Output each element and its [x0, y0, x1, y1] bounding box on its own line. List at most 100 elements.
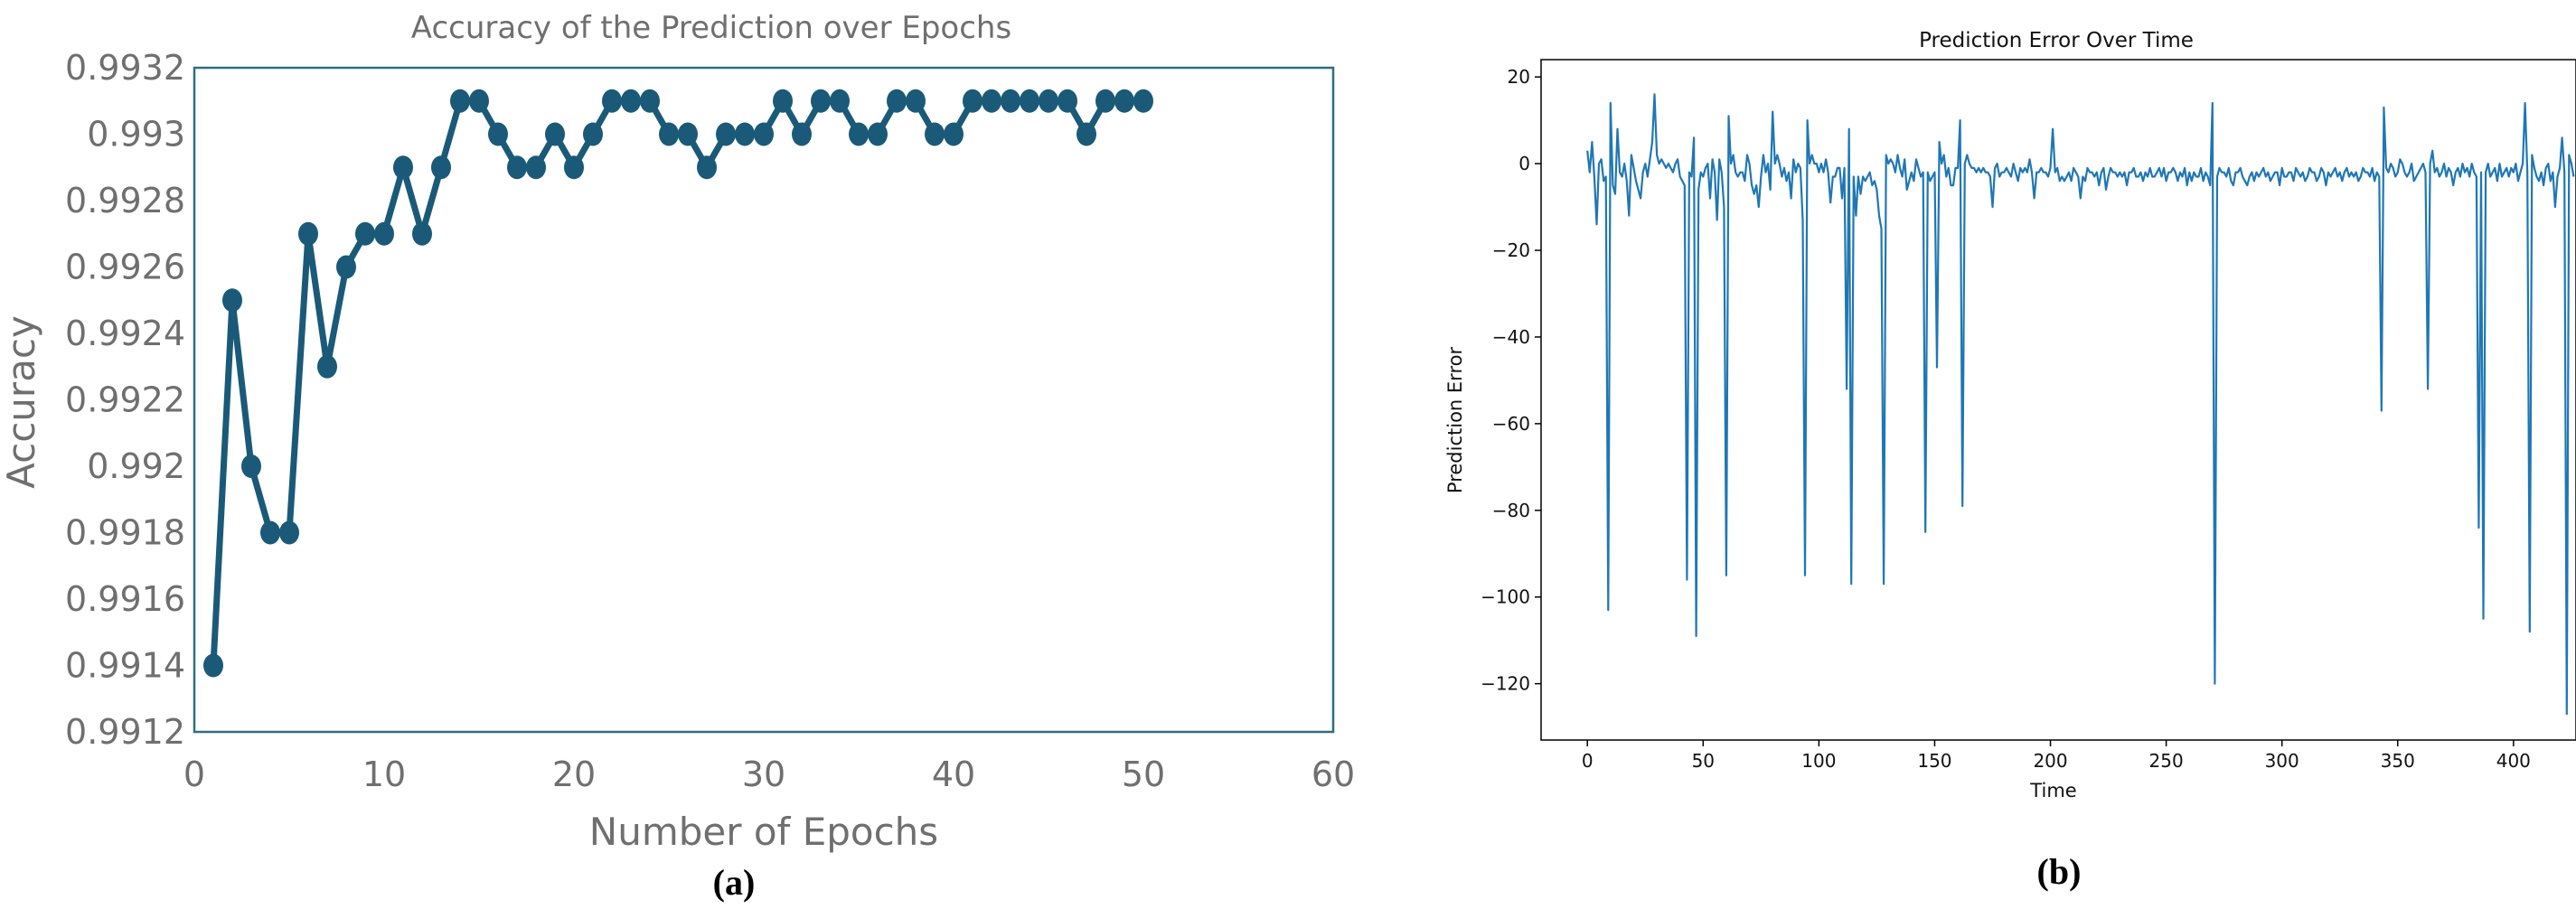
- chart-a-point: [298, 221, 318, 246]
- chart-a-y-tick-label: 0.9916: [65, 579, 185, 619]
- chart-b-x-tick-label: 350: [2381, 750, 2415, 772]
- chart-a-y-tick-label: 0.9922: [65, 380, 185, 420]
- chart-a-point: [678, 122, 698, 146]
- chart-b-x-tick-label: 250: [2149, 750, 2184, 772]
- chart-a-point: [488, 122, 508, 146]
- chart-a-point: [830, 89, 850, 113]
- chart-a-point: [279, 520, 299, 545]
- chart-a-x-tick-label: 0: [183, 754, 205, 794]
- chart-b-y-tick-label: −20: [1492, 239, 1530, 261]
- chart-a-point: [982, 89, 1001, 113]
- chart-a-title: Accuracy of the Prediction over Epochs: [411, 10, 1011, 46]
- chart-a-point: [260, 520, 280, 545]
- chart-a-point: [925, 122, 945, 146]
- chart-b-y-tick-label: −60: [1492, 413, 1530, 435]
- chart-a-x-tick-label: 30: [742, 754, 785, 794]
- chart-a-point: [317, 354, 337, 379]
- chart-a-point: [450, 89, 470, 113]
- chart-a-y-tick-label: 0.9932: [65, 48, 185, 88]
- chart-a-x-tick-label: 10: [362, 754, 406, 794]
- chart-a-point: [735, 122, 755, 146]
- chart-a-y-tick-label: 0.9918: [65, 513, 185, 553]
- chart-a-point: [222, 288, 242, 313]
- chart-b-x-ticks: 0 50 100 150 200 250 300 350 400: [1582, 740, 2531, 772]
- chart-a-point: [564, 155, 584, 180]
- chart-a-x-tick-label: 40: [932, 754, 975, 794]
- chart-b-x-tick-label: 150: [1917, 750, 1951, 772]
- chart-a-y-tick-label: 0.9912: [65, 712, 185, 752]
- chart-a-point: [602, 89, 622, 113]
- chart-a-x-tick-label: 60: [1312, 754, 1355, 794]
- chart-a-point: [1058, 89, 1077, 113]
- chart-a-point: [507, 155, 527, 180]
- chart-a-point: [1039, 89, 1058, 113]
- chart-b-x-tick-label: 300: [2265, 750, 2299, 772]
- accuracy-chart: Accuracy of the Prediction over Epochs 0…: [0, 10, 1355, 903]
- chart-a-point: [469, 89, 489, 113]
- chart-a-point: [431, 155, 451, 180]
- chart-b-y-ticks: 20 0 −20 −40 −60 −80 −100 −120: [1481, 66, 1541, 695]
- panel-b-caption: (b): [2037, 851, 2082, 892]
- prediction-error-chart: Prediction Error Over Time 200−20−40−60−…: [1444, 29, 2576, 892]
- chart-b-y-tick-label: 20: [1508, 66, 1530, 88]
- chart-a-point: [336, 255, 356, 279]
- chart-a-line: [210, 98, 1143, 666]
- chart-a-x-tick-label: 20: [552, 754, 596, 794]
- chart-a-point: [1076, 122, 1096, 146]
- chart-a-point: [1095, 89, 1115, 113]
- chart-a-point: [203, 653, 223, 678]
- chart-a-point: [1001, 89, 1020, 113]
- chart-a-point: [412, 221, 432, 246]
- chart-a-point: [887, 89, 907, 113]
- chart-a-point: [944, 122, 964, 146]
- chart-a-point: [811, 89, 831, 113]
- chart-a-y-tick-label: 0.993: [87, 115, 185, 155]
- chart-a-series: [203, 89, 1153, 678]
- chart-a-point: [697, 155, 717, 180]
- chart-a-point: [640, 89, 660, 113]
- chart-b-ylabel: Prediction Error: [1444, 347, 1466, 494]
- chart-a-point: [754, 122, 774, 146]
- chart-a-point: [393, 155, 413, 180]
- chart-a-point: [545, 122, 565, 146]
- chart-b-y-tick-label: −100: [1481, 586, 1530, 608]
- chart-b-x-tick-label: 100: [1801, 750, 1836, 772]
- chart-b-y-tick-label: −120: [1481, 673, 1530, 695]
- chart-b-line: [1586, 93, 2575, 716]
- chart-a-y-tick-label: 0.9928: [65, 181, 185, 220]
- chart-a-point: [849, 122, 869, 146]
- chart-a-point: [526, 155, 546, 180]
- chart-b-x-tick-label: 400: [2496, 750, 2531, 772]
- chart-b-xlabel: Time: [2029, 780, 2076, 801]
- chart-a-y-tick-label: 0.9914: [65, 646, 185, 686]
- chart-b-y-tick-label: −40: [1492, 326, 1530, 348]
- chart-a-point: [906, 89, 926, 113]
- chart-b-x-tick-label: 50: [1692, 750, 1715, 772]
- chart-a-y-ticks: 0.9912 0.9914 0.9916 0.9918 0.992 0.9922 0.992…: [65, 48, 185, 752]
- chart-a-plot-frame: [193, 66, 1335, 734]
- chart-a-point: [659, 122, 679, 146]
- chart-a-ylabel: Accuracy: [0, 315, 43, 489]
- chart-a-point: [792, 122, 812, 146]
- chart-b-plot-frame: [1540, 59, 2576, 741]
- chart-a-point: [583, 122, 603, 146]
- chart-a-point: [868, 122, 888, 146]
- chart-b-series: [1586, 93, 2575, 716]
- chart-b-x-tick-label: 200: [2033, 750, 2067, 772]
- chart-a-point: [1020, 89, 1039, 113]
- chart-a-point: [355, 221, 375, 246]
- chart-a-x-ticks: 0 10 20 30 40 50 60: [183, 754, 1355, 794]
- chart-a-point: [1133, 89, 1153, 113]
- panel-a-caption: (a): [713, 862, 756, 903]
- chart-a-point: [1114, 89, 1134, 113]
- chart-a-y-tick-label: 0.9926: [65, 248, 185, 287]
- chart-b-y-tick-label: −80: [1492, 500, 1530, 521]
- chart-a-x-tick-label: 50: [1122, 754, 1165, 794]
- chart-b-x-tick-label: 0: [1582, 750, 1594, 772]
- chart-a-point: [241, 454, 261, 478]
- chart-a-point: [963, 89, 982, 113]
- chart-a-y-tick-label: 0.9924: [65, 314, 185, 353]
- chart-b-title: Prediction Error Over Time: [1919, 29, 2194, 52]
- chart-a-point: [374, 221, 394, 246]
